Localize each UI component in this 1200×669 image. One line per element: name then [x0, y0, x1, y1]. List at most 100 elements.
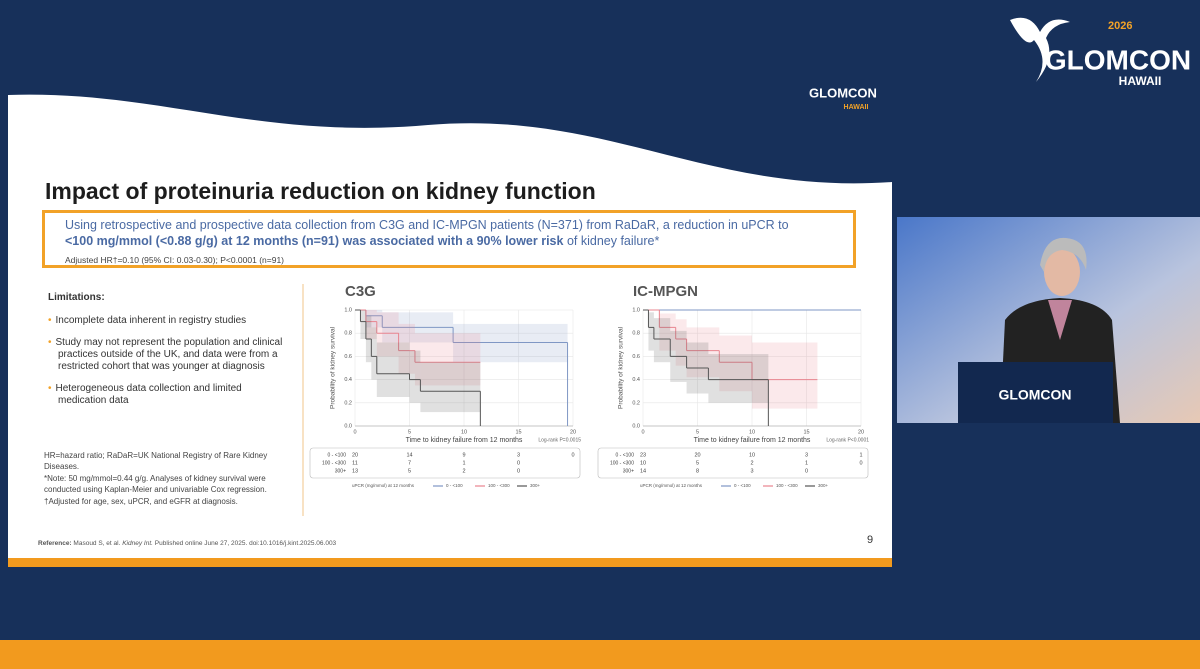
y-tick-label: 0.4	[344, 377, 352, 383]
risk-count: 11	[352, 460, 358, 466]
risk-row-label: 0 - <100	[328, 452, 347, 458]
confidence-band	[376, 312, 399, 357]
risk-table-box	[597, 447, 869, 479]
annotation: Log-rank P=0.0015	[538, 437, 581, 443]
legend-label: 100 - <300	[776, 483, 798, 488]
x-tick-label: 15	[803, 429, 809, 435]
risk-row-label: 300+	[335, 468, 346, 474]
risk-count: 3	[805, 452, 808, 458]
risk-count: 7	[408, 460, 411, 466]
x-tick-label: 15	[515, 429, 521, 435]
risk-count: 13	[352, 468, 358, 474]
reference-journal: Kidney Int.	[122, 540, 153, 547]
x-tick-label: 5	[408, 429, 411, 435]
risk-count: 5	[696, 460, 699, 466]
y-tick-label: 0.4	[632, 377, 640, 383]
risk-count: 0	[517, 468, 520, 474]
confidence-band	[653, 318, 671, 363]
risk-count: 2	[462, 468, 465, 474]
x-tick-label: 5	[696, 429, 699, 435]
x-tick-label: 20	[858, 429, 864, 435]
risk-count: 2	[750, 460, 753, 466]
risk-table-box	[309, 447, 581, 479]
confidence-band	[360, 310, 366, 339]
confidence-band	[675, 319, 687, 366]
chart-title: C3G	[345, 283, 376, 300]
footnote: HR=hazard ratio; RaDaR=UK National Regis…	[44, 451, 268, 471]
y-tick-label: 0.0	[344, 423, 352, 429]
logo-text: GLOMCON	[1045, 44, 1191, 75]
limitations-list: Incomplete data inherent in registry stu…	[48, 315, 288, 407]
risk-count: 14	[406, 452, 412, 458]
risk-count: 10	[749, 452, 755, 458]
x-tick-label: 10	[461, 429, 467, 435]
legend-label: 0 - <100	[734, 483, 751, 488]
slide-footer-bar	[8, 558, 892, 567]
highlight-text: Using retrospective and prospective data…	[65, 217, 853, 249]
y-axis-label: Probability of kidney survival	[330, 326, 337, 409]
chart-title: IC-MPGN	[633, 283, 698, 300]
limitation-item: Study may not represent the population a…	[56, 337, 288, 373]
logo-year: 2026	[1108, 20, 1132, 32]
slide-title: Impact of proteinuria reduction on kidne…	[45, 178, 596, 204]
risk-count: 23	[640, 452, 646, 458]
confidence-band	[376, 342, 410, 397]
confidence-band	[365, 310, 383, 328]
reference-label: Reference:	[38, 540, 72, 547]
slide: GLOMCON HAWAII Impact of proteinuria red…	[8, 70, 892, 567]
x-tick-label: 10	[749, 429, 755, 435]
highlight-box: Using retrospective and prospective data…	[42, 210, 856, 268]
highlight-stat: Adjusted HR†=0.10 (95% CI: 0.03-0.30); P…	[65, 255, 285, 265]
confidence-band	[752, 342, 818, 409]
confidence-band	[686, 327, 720, 378]
logo-sub: HAWAII	[1119, 74, 1162, 88]
highlight-rest: of kidney failure*	[566, 234, 660, 248]
y-tick-label: 0.6	[632, 354, 640, 360]
risk-count: 1	[859, 452, 862, 458]
y-tick-label: 0.2	[632, 400, 640, 406]
speaker-video: GLOMCON	[897, 217, 1200, 423]
legend-label: 300+	[530, 483, 541, 488]
legend-title: uPCR (mg/mmol) at 12 months	[640, 483, 703, 488]
x-axis-label: Time to kidney failure from 12 months	[694, 437, 811, 444]
y-tick-label: 0.6	[344, 354, 352, 360]
confidence-band	[659, 313, 676, 351]
legend-title: uPCR (mg/mmol) at 12 months	[352, 483, 415, 488]
risk-count: 0	[517, 460, 520, 466]
risk-count: 10	[640, 460, 646, 466]
limitations-heading: Limitations:	[48, 292, 105, 303]
confidence-band	[414, 333, 481, 386]
limitation-item: Incomplete data inherent in registry stu…	[56, 315, 288, 327]
page-number: 9	[867, 534, 874, 546]
risk-row-label: 100 - <300	[610, 460, 634, 466]
footnote: *Note: 50 mg/mmol=0.44 g/g. Analyses of …	[44, 474, 267, 494]
bottom-bar	[0, 640, 1200, 669]
confidence-band	[708, 354, 769, 403]
y-tick-label: 0.0	[632, 423, 640, 429]
limitation-item: Heterogeneous data collection and limite…	[56, 383, 288, 407]
legend-label: 0 - <100	[446, 483, 463, 488]
reference-authors: Masoud S, et al.	[73, 540, 121, 547]
confidence-band	[648, 312, 654, 351]
legend-label: 100 - <300	[488, 483, 510, 488]
slide-art: GLOMCON HAWAII	[8, 70, 892, 567]
confidence-band	[371, 327, 377, 380]
event-logo: GLOMCON HAWAII 2026	[1010, 17, 1191, 88]
risk-count: 8	[696, 468, 699, 474]
highlight-line: Using retrospective and prospective data…	[65, 218, 789, 232]
footnote: †Adjusted for age, sex, uPCR, and eGFR a…	[44, 497, 238, 506]
risk-count: 0	[571, 452, 574, 458]
risk-count: 0	[859, 460, 862, 466]
risk-count: 3	[750, 468, 753, 474]
confidence-band	[365, 310, 377, 339]
risk-count: 1	[462, 460, 465, 466]
risk-count: 20	[352, 452, 358, 458]
y-axis-label: Probability of kidney survival	[618, 326, 625, 409]
confidence-band	[420, 362, 481, 413]
wave	[8, 70, 892, 184]
risk-count: 1	[805, 460, 808, 466]
risk-count: 14	[640, 468, 646, 474]
x-axis-label: Time to kidney failure from 12 months	[406, 437, 523, 444]
